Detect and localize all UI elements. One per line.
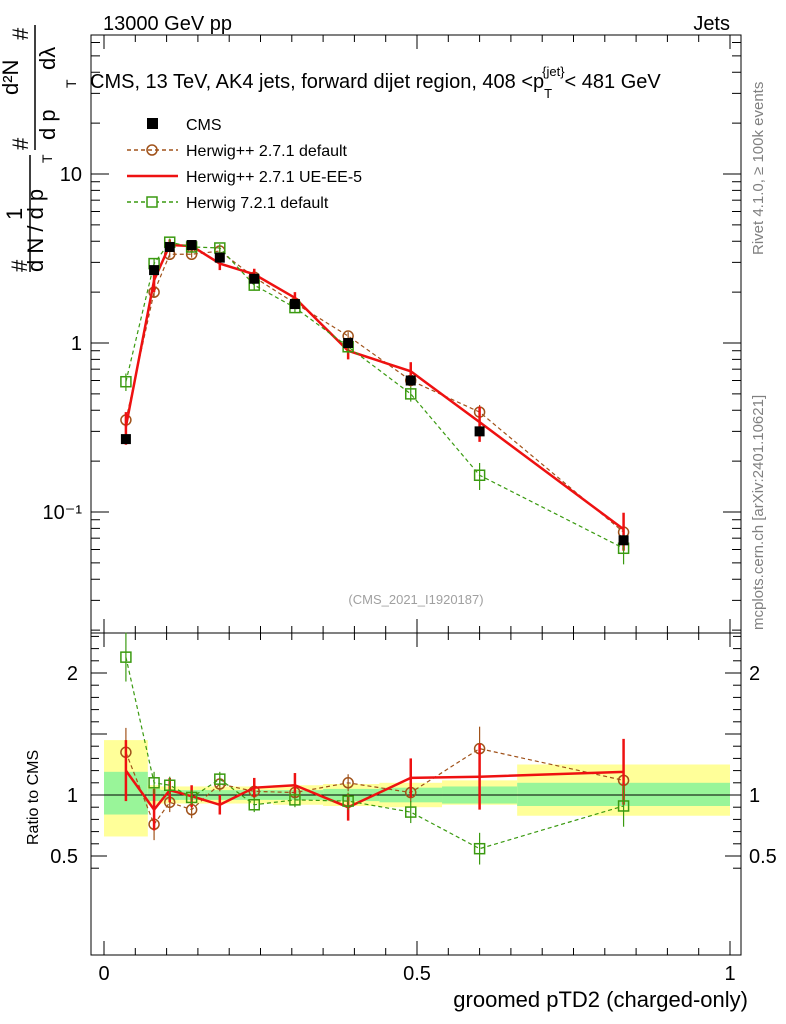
ylabel-hash1: #: [7, 259, 32, 272]
ylabel-d2N: d²N: [0, 60, 23, 95]
cms-point: [343, 338, 354, 348]
ylabel-T2: T: [63, 79, 79, 88]
ratio-y-label: Ratio to CMS: [25, 750, 42, 845]
y-tick-label-ratio-right: 1: [749, 785, 760, 807]
legend: CMS Herwig++ 2.7.1 default Herwig++ 2.7.…: [127, 117, 362, 212]
rivet-label: Rivet 4.1.0, ≥ 100k events: [750, 82, 767, 255]
main-point-2: [404, 388, 417, 400]
legend-label-cms: CMS: [186, 117, 222, 134]
title-text-sup: {jet}: [542, 64, 565, 79]
ylabel-hash2: #: [8, 137, 33, 150]
ratio-point-2: [148, 777, 160, 789]
main-point-2: [473, 469, 486, 481]
cms-point: [120, 434, 131, 445]
y-tick-label-ratio: 0.5: [50, 846, 78, 868]
cms-point: [164, 241, 175, 252]
ratio-point-2: [185, 791, 198, 804]
legend-marker-herwigpp-default: [146, 144, 158, 156]
title-text-after: < 481 GeV: [565, 71, 662, 93]
ylabel-dN: d N / d p: [23, 189, 48, 272]
cms-point: [289, 299, 300, 310]
analysis-id-label: (CMS_2021_I1920187): [348, 592, 483, 607]
ratio-point-2: [617, 800, 630, 812]
y-tick-label-ratio: 1: [67, 785, 78, 807]
ylabel-dp: d p: [35, 109, 60, 140]
ratio-point-2: [404, 806, 417, 818]
y-tick-label-main: 10: [60, 164, 82, 186]
ratio-point-2: [163, 779, 176, 791]
y-tick-label-main: 1: [71, 333, 82, 355]
cms-point: [214, 252, 225, 263]
cms-point: [186, 240, 197, 251]
ratio-point-2: [248, 799, 260, 811]
cms-point: [249, 273, 260, 284]
ylabel-one: 1: [2, 208, 27, 220]
ylabel-hash3: #: [8, 27, 33, 40]
legend-marker-cms: [147, 118, 158, 129]
legend-marker-herwig7: [146, 196, 158, 208]
ratio-point-2: [120, 651, 132, 663]
main-y-label: # 1 d N / d p T # # d²N d p T dλ: [0, 25, 79, 272]
ratio-point-2: [289, 794, 301, 806]
y-tick-label-main: 10⁻¹: [43, 502, 83, 524]
y-tick-label-ratio-right: 2: [749, 663, 760, 685]
ratio-point-2: [214, 773, 226, 785]
ratio-point-2: [342, 795, 354, 807]
energy-label: 13000 GeV pp: [103, 13, 232, 35]
main-line-1: [124, 243, 625, 531]
x-axis-label: groomed pTD2 (charged-only): [453, 987, 748, 1012]
title-text-sub: T: [544, 86, 552, 101]
x-tick-label: 0: [98, 963, 109, 985]
ratio-point-0: [342, 777, 354, 789]
cms-point: [618, 535, 629, 546]
series-layer: [120, 236, 630, 865]
source-label: mcplots.cern.ch [arXiv:2401.10621]: [750, 395, 767, 630]
y-tick-label-ratio-right: 0.5: [749, 846, 777, 868]
legend-label-herwigpp-ueee5: Herwig++ 2.7.1 UE-EE-5: [186, 169, 362, 186]
legend-label-herwig7: Herwig 7.2.1 default: [186, 195, 329, 212]
y-tick-label-ratio: 2: [67, 663, 78, 685]
ylabel-dl: dλ: [35, 47, 60, 70]
chart-title: CMS, 13 TeV, AK4 jets, forward dijet reg…: [90, 64, 661, 101]
cms-point: [405, 375, 416, 386]
ratio-line-2: [125, 657, 624, 850]
ylabel-T1: T: [39, 154, 55, 163]
x-tick-label: 1: [724, 963, 735, 985]
x-tick-label: 0.5: [403, 963, 431, 985]
legend-label-herwigpp-default: Herwig++ 2.7.1 default: [186, 143, 348, 160]
main-line-2: [125, 241, 624, 549]
main-point-2: [120, 375, 132, 388]
axes-layer: 0 0.5 1 10⁻¹ 1 10 0.5 0.5 1 1 2 2: [43, 35, 777, 985]
cms-point: [149, 265, 160, 276]
main-line-0: [125, 250, 624, 533]
ratio-panel-frame: [90, 632, 742, 956]
ratio-bands: [91, 740, 741, 837]
cms-point: [474, 426, 485, 437]
ratio-point-2: [473, 842, 486, 855]
title-text-before: CMS, 13 TeV, AK4 jets, forward dijet reg…: [90, 71, 544, 93]
category-label: Jets: [693, 13, 730, 35]
